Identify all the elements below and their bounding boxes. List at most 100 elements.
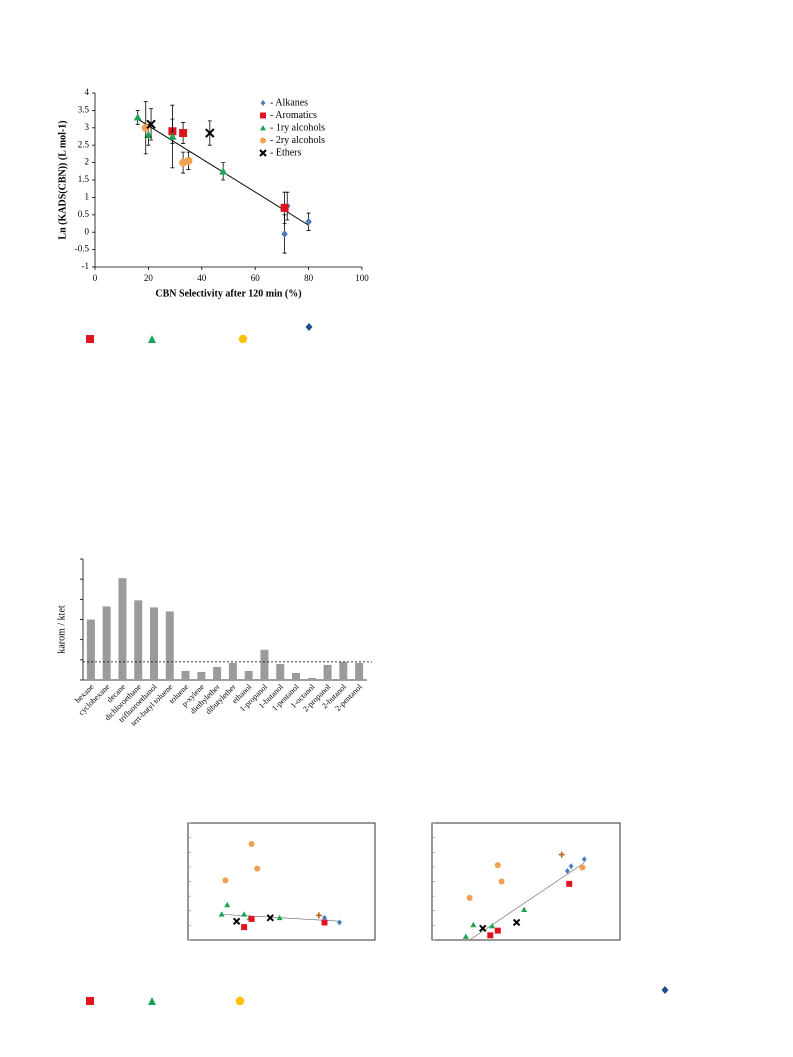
bar	[244, 670, 253, 680]
marker	[219, 167, 228, 175]
marker	[581, 856, 587, 863]
trendline	[469, 862, 585, 941]
marker	[579, 864, 586, 871]
plot-frame	[431, 822, 621, 941]
y-axis-label: karom / ktet	[56, 605, 67, 654]
marker	[337, 919, 342, 926]
bar	[213, 666, 222, 680]
marker	[276, 914, 283, 921]
legend-marker	[260, 125, 266, 131]
marker	[179, 129, 188, 138]
marker	[321, 919, 328, 926]
legend-symbol	[661, 986, 669, 994]
bar	[355, 662, 364, 680]
y-tick-label: 0	[85, 226, 90, 236]
legend-symbol	[86, 997, 94, 1005]
bar	[197, 671, 206, 680]
x-axis-label: CBN Selectivity after 120 min (%)	[155, 288, 301, 299]
marker	[254, 865, 261, 872]
bar	[339, 661, 348, 680]
marker	[168, 132, 177, 140]
y-tick-label: 2	[85, 157, 90, 167]
marker	[133, 113, 142, 121]
marker	[141, 123, 150, 132]
y-tick-label: -0.5	[75, 244, 90, 254]
bar	[118, 578, 127, 680]
y-tick-label: 0.5	[78, 209, 90, 219]
x-tick-label: 20	[144, 273, 154, 283]
x-tick-label: 80	[304, 273, 314, 283]
marker	[266, 914, 274, 922]
marker	[494, 862, 501, 869]
marker	[521, 906, 528, 912]
legend-marker	[260, 137, 266, 144]
marker	[479, 924, 487, 933]
marker	[241, 924, 248, 931]
marker	[146, 119, 156, 130]
x-tick-label: 40	[197, 273, 207, 283]
marker	[322, 914, 327, 921]
y-tick-label: 3.5	[78, 104, 90, 114]
marker	[489, 922, 496, 929]
x-tick-label: 0	[93, 273, 98, 283]
marker	[487, 932, 494, 939]
marker	[498, 878, 505, 885]
x-tick-label: 100	[355, 273, 369, 283]
marker	[224, 901, 231, 908]
legend-symbol	[235, 996, 245, 1006]
marker	[241, 911, 248, 917]
y-tick-label: 4	[85, 87, 90, 97]
legend-symbol	[86, 335, 94, 343]
marker	[462, 933, 469, 939]
marker	[568, 863, 574, 870]
marker	[218, 911, 225, 917]
marker	[466, 894, 473, 901]
marker	[564, 867, 570, 874]
legend-marker	[260, 100, 266, 106]
marker	[205, 128, 215, 138]
legend-label: - 1ry alcohols	[270, 122, 325, 133]
y-axis-label: Ln (KADS(CBN)) (L mol-1)	[57, 120, 68, 239]
bar	[150, 607, 158, 680]
plot-frame	[187, 822, 376, 941]
bar	[260, 649, 269, 680]
bar	[292, 672, 300, 680]
bar	[307, 677, 316, 680]
legend-label: - Ethers	[270, 147, 301, 158]
legend-symbol	[148, 997, 156, 1005]
bar	[181, 670, 190, 680]
marker	[566, 880, 573, 887]
y-tick-label: 1	[85, 191, 90, 201]
bar	[86, 619, 95, 680]
marker	[280, 203, 289, 212]
y-tick-label: -1	[82, 261, 90, 271]
x-tick-label: 60	[251, 273, 261, 283]
marker	[512, 918, 521, 927]
legend-symbol	[148, 335, 156, 343]
bar	[323, 664, 332, 680]
bar	[165, 611, 174, 680]
y-tick-label: 2.5	[78, 139, 90, 149]
marker	[232, 917, 241, 925]
marker	[305, 217, 312, 226]
marker	[494, 927, 501, 934]
marker	[248, 841, 255, 848]
marker	[558, 851, 565, 858]
legend-symbol	[305, 323, 313, 331]
legend-label: - Alkanes	[270, 97, 308, 108]
bar	[276, 663, 285, 680]
marker	[222, 877, 229, 884]
legend-marker	[260, 112, 266, 119]
legend-label: - 2ry alcohols	[270, 135, 325, 146]
marker	[470, 921, 477, 928]
bar	[102, 606, 111, 680]
bar	[134, 600, 143, 680]
marker	[315, 912, 322, 919]
legend-label: - Aromatics	[270, 110, 317, 121]
legend-symbol	[238, 334, 248, 344]
marker	[248, 915, 255, 922]
y-tick-label: 1.5	[78, 174, 90, 184]
y-tick-label: 3	[85, 122, 90, 132]
